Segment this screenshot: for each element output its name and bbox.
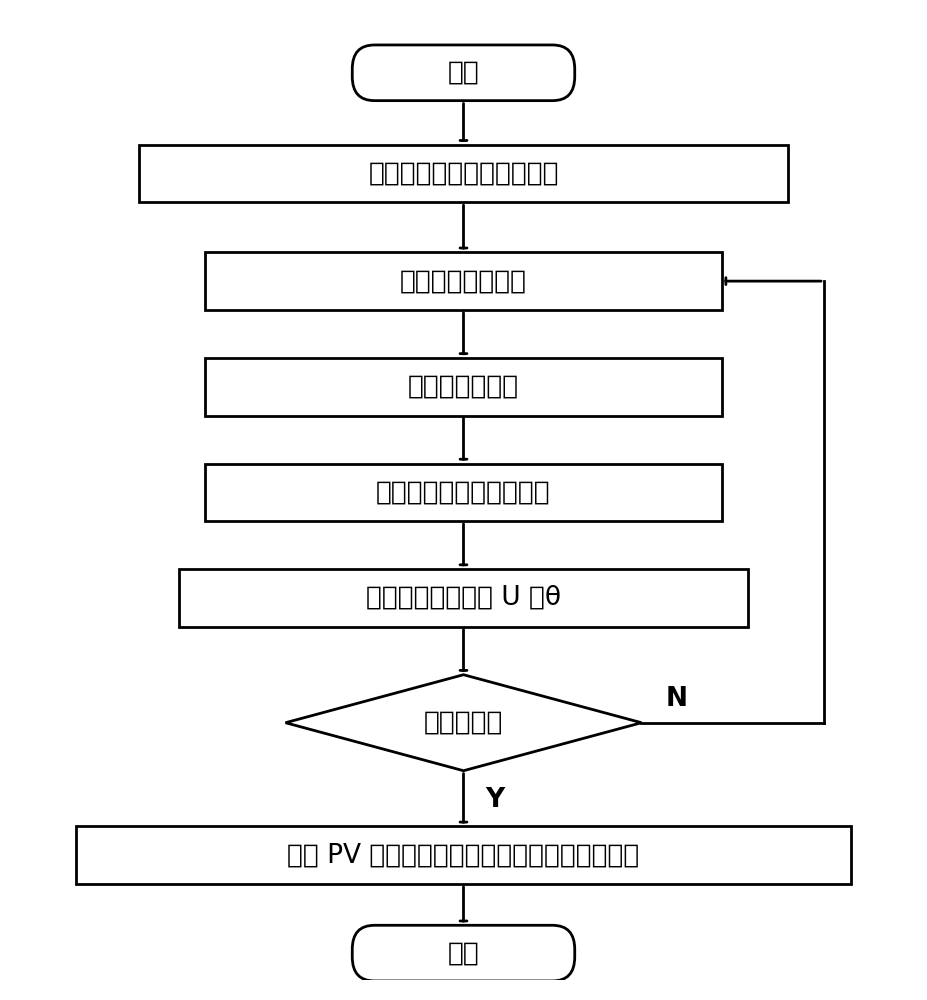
- Text: 是否收敛？: 是否收敛？: [424, 710, 503, 736]
- Polygon shape: [286, 675, 641, 771]
- Bar: [179, 569, 748, 627]
- Text: Y: Y: [485, 787, 504, 813]
- Text: 开始: 开始: [448, 60, 479, 86]
- Text: 解修正方程及修正 U 和θ: 解修正方程及修正 U 和θ: [366, 585, 561, 611]
- Text: 原始数据输入和电压初始化: 原始数据输入和电压初始化: [368, 161, 559, 187]
- Bar: [206, 252, 721, 310]
- FancyBboxPatch shape: [352, 925, 575, 981]
- FancyBboxPatch shape: [352, 45, 575, 101]
- Bar: [76, 826, 851, 884]
- Text: 计算节点功率及功率偏差: 计算节点功率及功率偏差: [376, 479, 551, 505]
- Bar: [206, 464, 721, 521]
- Text: 计算 PV 节点和平衡节点功率及支路功率并输出: 计算 PV 节点和平衡节点功率及支路功率并输出: [287, 842, 640, 868]
- Text: 结束: 结束: [448, 940, 479, 966]
- Bar: [139, 145, 788, 202]
- Text: 形成雅可比矩阵: 形成雅可比矩阵: [408, 374, 519, 400]
- Bar: [206, 358, 721, 416]
- Text: N: N: [667, 686, 688, 712]
- Text: 形成节点导纳矩阵: 形成节点导纳矩阵: [400, 268, 527, 294]
